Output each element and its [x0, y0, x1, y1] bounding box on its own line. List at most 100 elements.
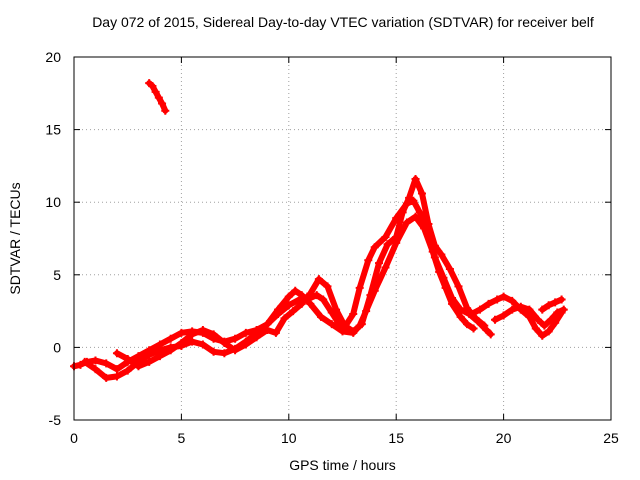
data-point [405, 193, 414, 202]
data-point [154, 93, 163, 102]
data-point [398, 208, 407, 217]
data-point [280, 314, 289, 323]
data-point [80, 357, 89, 366]
data-point [349, 310, 358, 319]
data-point [284, 292, 293, 301]
data-point [559, 305, 568, 314]
data-point [148, 82, 157, 91]
data-point [424, 219, 433, 228]
data-point [538, 331, 547, 340]
data-point [430, 241, 439, 250]
data-point [112, 349, 121, 358]
data-point [319, 295, 328, 304]
data-point [291, 286, 300, 295]
data-point [375, 259, 384, 268]
data-point [188, 330, 197, 339]
data-point [252, 333, 261, 342]
series-trace [71, 213, 477, 373]
data-point [91, 356, 100, 365]
data-point [112, 365, 121, 374]
data-point [370, 243, 379, 252]
data-point [340, 321, 349, 330]
data-point [166, 334, 175, 343]
data-point [151, 87, 160, 96]
data-point [155, 352, 164, 361]
data-point [553, 308, 562, 317]
data-point [531, 324, 540, 333]
data-point [317, 312, 326, 321]
data-point [327, 320, 336, 329]
series-trace-f [538, 295, 566, 314]
data-point [209, 347, 218, 356]
data-point [417, 189, 426, 198]
data-point [381, 263, 390, 272]
grid-lines [74, 57, 611, 420]
data-point [467, 310, 476, 319]
series-trace-c [112, 174, 489, 371]
data-point [456, 312, 465, 321]
data-point [546, 315, 555, 324]
data-point [448, 294, 457, 303]
y-tick-label: 0 [53, 339, 61, 355]
data-point [198, 325, 207, 334]
data-point [123, 366, 132, 375]
data-point [493, 295, 502, 304]
series-trace [114, 176, 488, 370]
data-point [439, 273, 448, 282]
data-point [415, 208, 424, 217]
data-point [145, 350, 154, 359]
data-point [486, 330, 495, 339]
y-tick-label: 15 [45, 122, 61, 138]
data-point [551, 318, 560, 327]
plot-frame [73, 56, 612, 421]
axis-ticks: 0 5 10 15 20 25 -5 0 5 10 15 20 [45, 49, 619, 446]
data-point [123, 355, 132, 364]
data-point [525, 305, 534, 314]
data-point [533, 315, 542, 324]
data-point [188, 337, 197, 346]
y-axis-label: SDTVAR / TECUs [7, 182, 23, 294]
data-point [198, 340, 207, 349]
data-point [456, 305, 465, 314]
data-point [220, 339, 229, 348]
data-point [177, 339, 186, 348]
data-point [312, 291, 321, 300]
data-point [463, 320, 472, 329]
data-point [306, 289, 315, 298]
data-point [454, 282, 463, 291]
data-point [177, 328, 186, 337]
data-point [220, 349, 229, 358]
data-point [544, 301, 553, 310]
data-point [381, 233, 390, 242]
data-point [392, 233, 401, 242]
data-point [231, 334, 240, 343]
data-point [297, 299, 306, 308]
data-point [551, 298, 560, 307]
data-point [544, 327, 553, 336]
x-axis-label: GPS time / hours [289, 457, 396, 473]
data-point [364, 256, 373, 265]
data-point [145, 357, 154, 366]
data-point [289, 307, 298, 316]
data-point [402, 218, 411, 227]
series-trace-e [491, 302, 568, 330]
data-point [538, 305, 547, 314]
data-point [508, 296, 517, 305]
data-point [134, 362, 143, 371]
data-point [76, 360, 85, 369]
data-point [263, 325, 272, 334]
data-point [158, 99, 167, 108]
data-point [349, 327, 358, 336]
data-point [284, 301, 293, 310]
x-tick-label: 0 [70, 430, 78, 446]
series-trace [539, 296, 565, 313]
data-point [231, 346, 240, 355]
data-point [411, 174, 420, 183]
data-point [491, 315, 500, 324]
y-tick-label: 20 [45, 49, 61, 65]
data-point [102, 373, 111, 382]
y-tick-label: 5 [53, 267, 61, 283]
data-point [540, 321, 549, 330]
data-point [557, 295, 566, 304]
